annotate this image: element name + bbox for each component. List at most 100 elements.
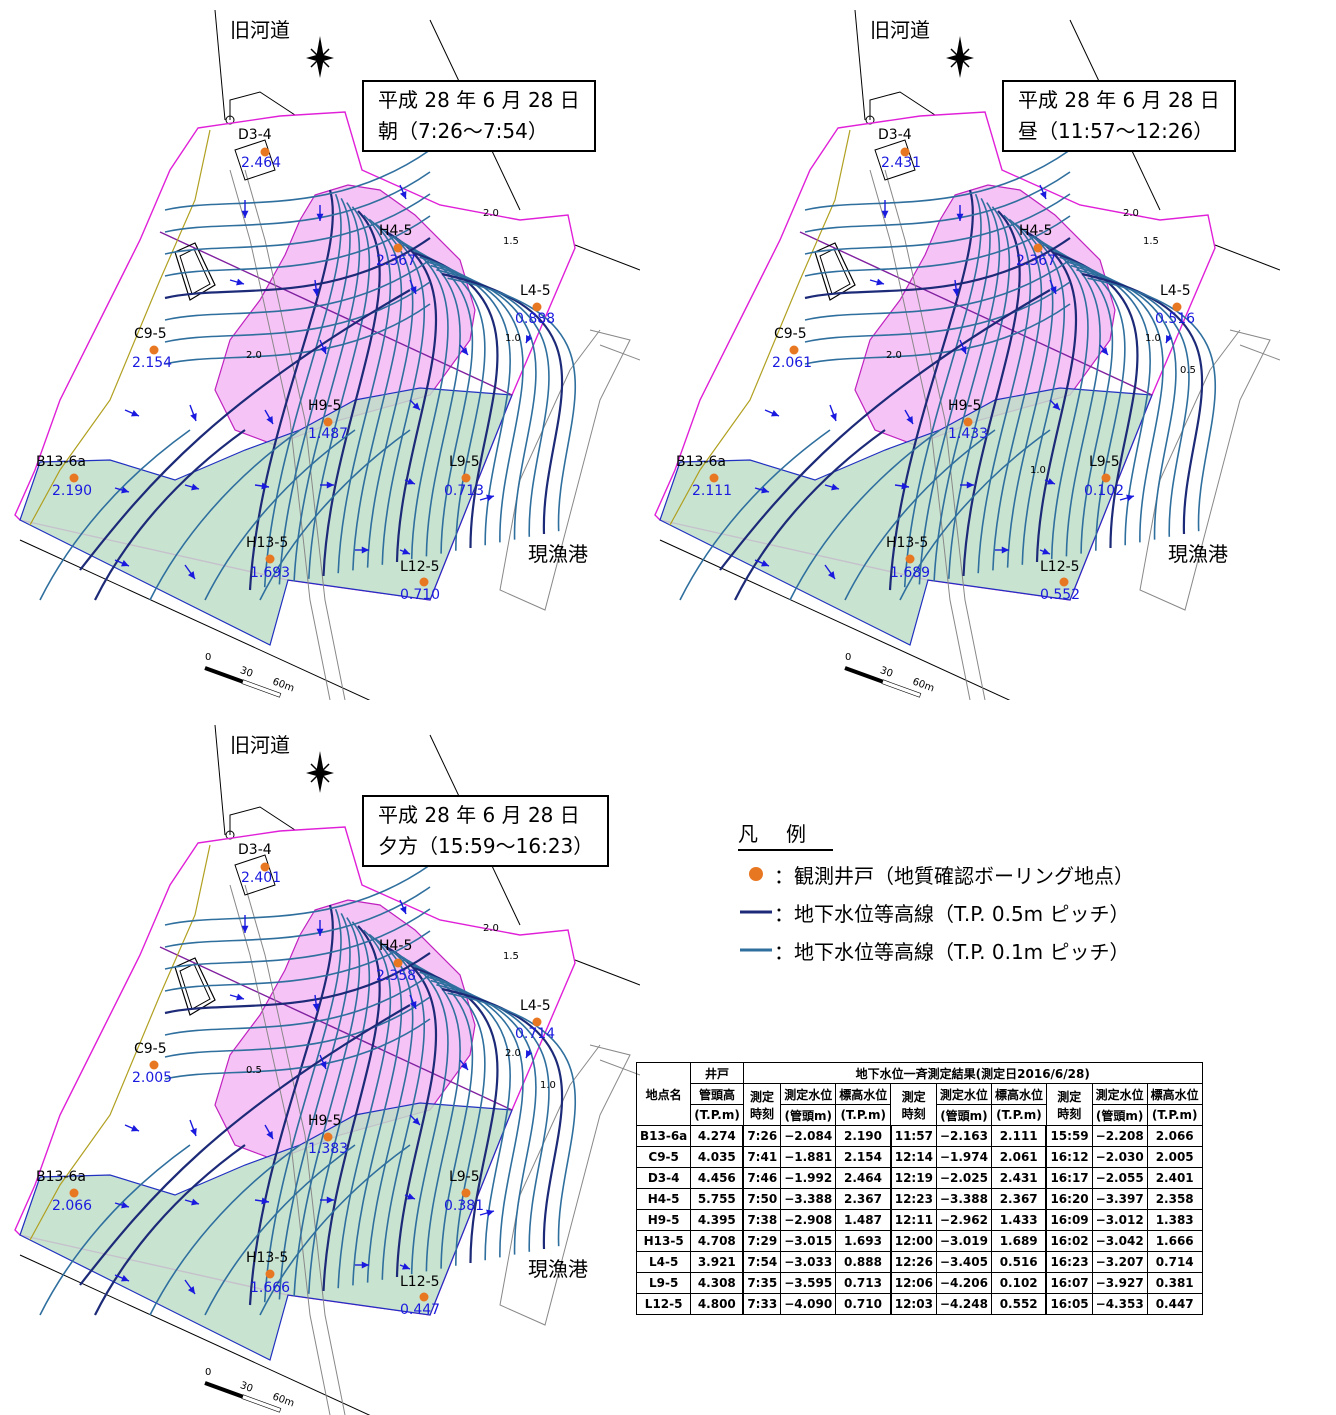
table-cell: −1.974 — [935, 1146, 992, 1168]
well-name: H9-5 — [308, 1113, 342, 1129]
contour-label: 1.5 — [503, 951, 519, 962]
col-header-elev: 標高水位 — [990, 1083, 1047, 1105]
well-marker-icon — [323, 1132, 333, 1142]
date-box: 平成 28 年 6 月 28 日夕方（15:59〜16:23） — [362, 795, 610, 867]
table-cell: 11:57 — [889, 1125, 937, 1147]
date-line: 平成 28 年 6 月 28 日 — [1018, 88, 1220, 112]
contour-label: 2.0 — [246, 350, 262, 361]
scale-zero: 0 — [205, 652, 212, 663]
map-drawing — [654, 9, 1280, 700]
scale-zero: 0 — [845, 652, 852, 663]
table-cell: −3.033 — [780, 1251, 837, 1273]
time-range-line: 夕方（15:59〜16:23） — [378, 834, 594, 858]
well-name: L12-5 — [400, 559, 440, 575]
well-marker-icon — [738, 865, 774, 883]
river-label: 旧河道 — [230, 733, 290, 757]
table-cell: 0.447 — [1146, 1293, 1203, 1315]
legend-label: ：地下水位等高線（T.P. 0.5m ピッチ） — [774, 901, 1130, 926]
table-cell: 1.666 — [1146, 1230, 1203, 1252]
legend-item-major-contour: ：地下水位等高線（T.P. 0.5m ピッチ） — [738, 897, 1198, 927]
table-cell: −1.992 — [780, 1167, 837, 1189]
table-cell: −2.163 — [935, 1125, 992, 1147]
table-cell: −3.388 — [780, 1188, 837, 1210]
well-water-level: 2.005 — [132, 1070, 173, 1086]
well-marker-icon — [265, 1269, 275, 1279]
table-cell: 7:50 — [742, 1188, 782, 1210]
groundwater-map-panel: 旧河道 平成 28 年 6 月 28 日夕方（15:59〜16:23） 現漁港 D3-… — [0, 715, 640, 1415]
table-cell: 0.714 — [1146, 1251, 1203, 1273]
table-cell: 4.708 — [690, 1230, 744, 1252]
table-row: L12-5 4.800 7:33 −4.090 0.710 12:03 −4.248 0.55… — [635, 1293, 1203, 1315]
contour-label: 2.0 — [483, 923, 499, 934]
well-name: H9-5 — [308, 398, 342, 414]
legend-title: 凡例 — [738, 818, 833, 851]
table-cell: 2.190 — [835, 1125, 892, 1147]
table-cell: 2.005 — [1146, 1146, 1203, 1168]
table-cell: 12:03 — [889, 1293, 937, 1315]
contour-label: 1.0 — [505, 333, 521, 344]
river-label: 旧河道 — [870, 18, 930, 42]
table-cell: 2.066 — [1146, 1125, 1203, 1147]
table-row: C9-5 4.035 7:41 −1.881 2.154 12:14 −1.974 2.061… — [635, 1146, 1203, 1168]
legend-item-well: ：観測井戸（地質確認ボーリング地点） — [738, 859, 1198, 889]
table-row: H9-5 4.395 7:38 −2.908 1.487 12:11 −2.962 1.433… — [635, 1209, 1203, 1231]
table-row: H13-5 4.708 7:29 −3.015 1.693 12:00 −3.019 1.68… — [635, 1230, 1203, 1252]
minor-contour-line-icon — [738, 947, 774, 953]
table-cell: 7:26 — [742, 1125, 782, 1147]
well-marker-icon — [900, 147, 910, 157]
well-water-level: 0.516 — [1155, 311, 1196, 327]
table-cell: 12:26 — [889, 1251, 937, 1273]
legend-label: ：観測井戸（地質確認ボーリング地点） — [774, 863, 1134, 888]
contour-label: 2.0 — [1123, 208, 1139, 219]
table-cell: −3.042 — [1091, 1230, 1148, 1252]
col-header-group: 地下水位一斉測定結果(測定日2016/6/28) — [742, 1062, 1203, 1084]
table-cell: 16:12 — [1045, 1146, 1093, 1168]
table-cell: 4.274 — [690, 1125, 744, 1147]
table-cell: 12:00 — [889, 1230, 937, 1252]
well-water-level: 0.102 — [1084, 483, 1125, 499]
table-cell: H13-5 — [635, 1230, 692, 1252]
table-cell: 4.308 — [690, 1272, 744, 1294]
well-water-level: 2.061 — [772, 355, 813, 371]
contour-label: 1.0 — [1145, 333, 1161, 344]
table-cell: −1.881 — [780, 1146, 837, 1168]
time-range-line: 昼（11:57〜12:26） — [1018, 119, 1214, 143]
col-header-time: 測定 時刻 — [890, 1083, 937, 1126]
table-cell: 12:23 — [889, 1188, 937, 1210]
well-name: H4-5 — [379, 938, 413, 954]
well-water-level: 0.888 — [515, 311, 556, 327]
time-range-line: 朝（7:26〜7:54） — [378, 119, 548, 143]
col-header-unit: (管頭m) — [935, 1104, 992, 1126]
well-marker-icon — [532, 302, 542, 312]
table-cell: 2.061 — [990, 1146, 1047, 1168]
table-cell: −4.090 — [780, 1293, 837, 1315]
well-name: C9-5 — [134, 1041, 167, 1057]
river-label: 旧河道 — [230, 18, 290, 42]
table-cell: −3.397 — [1091, 1188, 1148, 1210]
table-cell: 16:05 — [1045, 1293, 1093, 1315]
table-cell: 7:41 — [742, 1146, 782, 1168]
table-cell: 2.367 — [835, 1188, 892, 1210]
well-water-level: 2.431 — [881, 155, 922, 171]
col-header-name: 地点名 — [635, 1062, 692, 1126]
well-water-level: 0.710 — [400, 587, 441, 603]
table-cell: H9-5 — [635, 1209, 692, 1231]
col-header-elev: 標高水位 — [1146, 1083, 1203, 1105]
well-marker-icon — [323, 417, 333, 427]
well-water-level: 2.401 — [241, 870, 282, 886]
contour-label: 2.0 — [886, 350, 902, 361]
table-cell: 2.111 — [990, 1125, 1047, 1147]
well-name: H9-5 — [948, 398, 982, 414]
well-name: H13-5 — [246, 535, 289, 551]
table-cell: 16:23 — [1045, 1251, 1093, 1273]
well-name: B13-6a — [36, 1169, 86, 1185]
well-name: C9-5 — [134, 326, 167, 342]
table-cell: 16:17 — [1045, 1167, 1093, 1189]
contour-label: 0.5 — [246, 1065, 262, 1076]
well-name: L9-5 — [449, 454, 480, 470]
table-cell: L12-5 — [635, 1293, 692, 1315]
legend: 凡例 ：観測井戸（地質確認ボーリング地点） ：地下水位等高線（T.P. 0.5m… — [738, 818, 1198, 965]
table-cell: 7:33 — [742, 1293, 782, 1315]
well-water-level: 0.713 — [444, 483, 485, 499]
table-cell: −3.012 — [1091, 1209, 1148, 1231]
